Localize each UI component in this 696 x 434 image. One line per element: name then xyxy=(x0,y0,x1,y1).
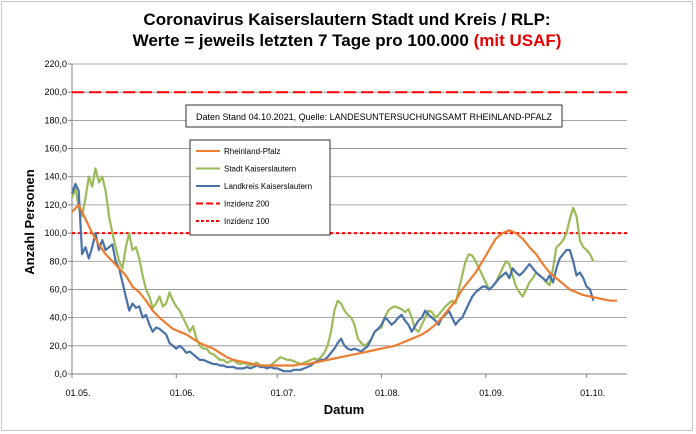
x-tick-label: 01.10. xyxy=(580,388,605,398)
x-tick-label: 01.07. xyxy=(271,388,296,398)
chart-title-line2: Werte = jeweils letzten 7 Tage pro 100.0… xyxy=(0,30,694,51)
legend-box xyxy=(189,139,331,236)
y-tick-label: 200,0 xyxy=(44,87,67,97)
y-axis-ticks: 0,0 20,0 40,0 60,0 80,0 100,0 120,0 140,0 160,0 1… xyxy=(44,59,72,379)
x-axis-ticks: 01.05. 01.06. 01.07. 01.08. 01.09. 01.10. xyxy=(65,374,605,398)
legend-label: Stadt Kaiserslautern xyxy=(224,165,296,174)
y-tick-label: 120,0 xyxy=(44,200,67,210)
y-tick-label: 20,0 xyxy=(49,341,67,351)
y-tick-label: 180,0 xyxy=(44,115,67,125)
y-tick-label: 160,0 xyxy=(44,144,67,154)
y-tick-label: 80,0 xyxy=(49,256,67,266)
y-tick-label: 40,0 xyxy=(49,313,67,323)
x-tick-label: 01.06. xyxy=(170,388,195,398)
x-axis-title: Datum xyxy=(324,402,364,417)
legend-label: Landkreis Kaiserslautern xyxy=(224,182,312,191)
x-tick-label: 01.08. xyxy=(375,388,400,398)
y-tick-label: 140,0 xyxy=(44,172,67,182)
series-line-landkreis-kaiserslautern xyxy=(70,182,595,373)
legend-label: Rheinland-Pfalz xyxy=(224,147,280,156)
chart-title-highlight: (mit USAF) xyxy=(473,31,562,50)
legend-label: Inzidenz 100 xyxy=(224,217,270,226)
y-tick-label: 220,0 xyxy=(44,59,67,69)
source-note-box xyxy=(185,104,563,128)
chart-title: Coronavirus Kaiserslautern Stadt und Kre… xyxy=(0,9,694,51)
chart-title-line1: Coronavirus Kaiserslautern Stadt und Kre… xyxy=(143,10,551,29)
y-tick-label: 100,0 xyxy=(44,228,67,238)
series-line-stadt-kaiserslautern xyxy=(70,167,595,369)
y-tick-label: 0,0 xyxy=(54,369,67,379)
legend-label: Inzidenz 200 xyxy=(224,200,270,209)
y-tick-label: 60,0 xyxy=(49,284,67,294)
x-tick-label: 01.05. xyxy=(65,388,90,398)
y-axis-title: Anzahl Personen xyxy=(22,169,37,275)
chart-title-line2-text: Werte = jeweils letzten 7 Tage pro 100.0… xyxy=(132,31,474,50)
x-tick-label: 01.09. xyxy=(479,388,504,398)
source-note: Daten Stand 04.10.2021, Quelle: LANDESUN… xyxy=(185,104,563,128)
source-note-text: Daten Stand 04.10.2021, Quelle: LANDESUN… xyxy=(196,112,552,122)
legend: Rheinland-Pfalz Stadt Kaiserslautern Landk… xyxy=(189,139,331,236)
series-line-rheinland-pfalz xyxy=(71,203,617,367)
series-lines xyxy=(70,91,627,373)
